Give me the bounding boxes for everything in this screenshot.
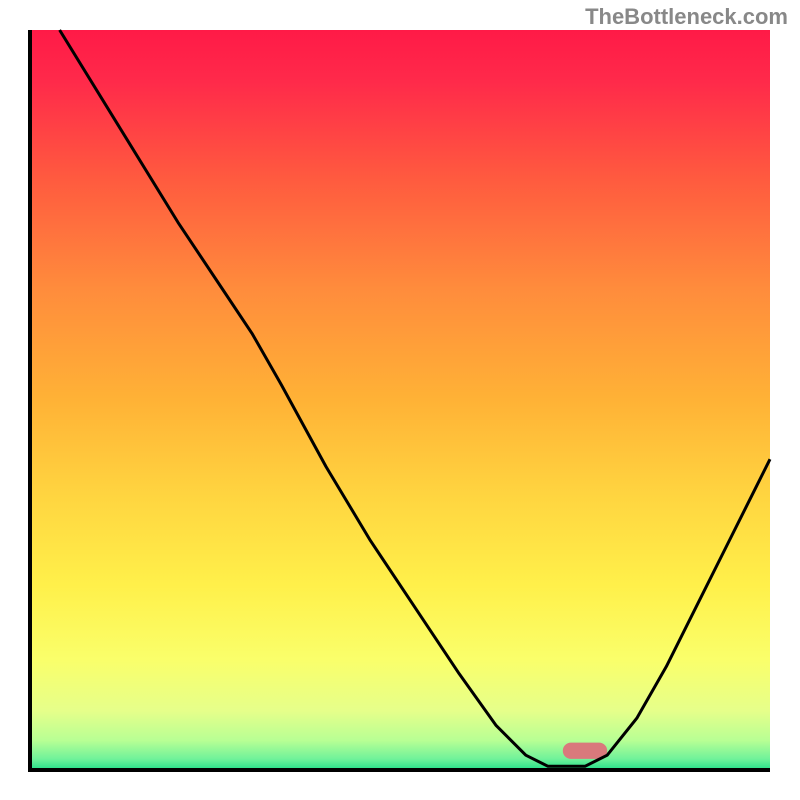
watermark-text: TheBottleneck.com <box>585 4 788 30</box>
chart-container: TheBottleneck.com <box>0 0 800 800</box>
plot-background <box>30 30 770 770</box>
optimal-marker <box>563 743 607 759</box>
bottleneck-chart <box>0 0 800 800</box>
